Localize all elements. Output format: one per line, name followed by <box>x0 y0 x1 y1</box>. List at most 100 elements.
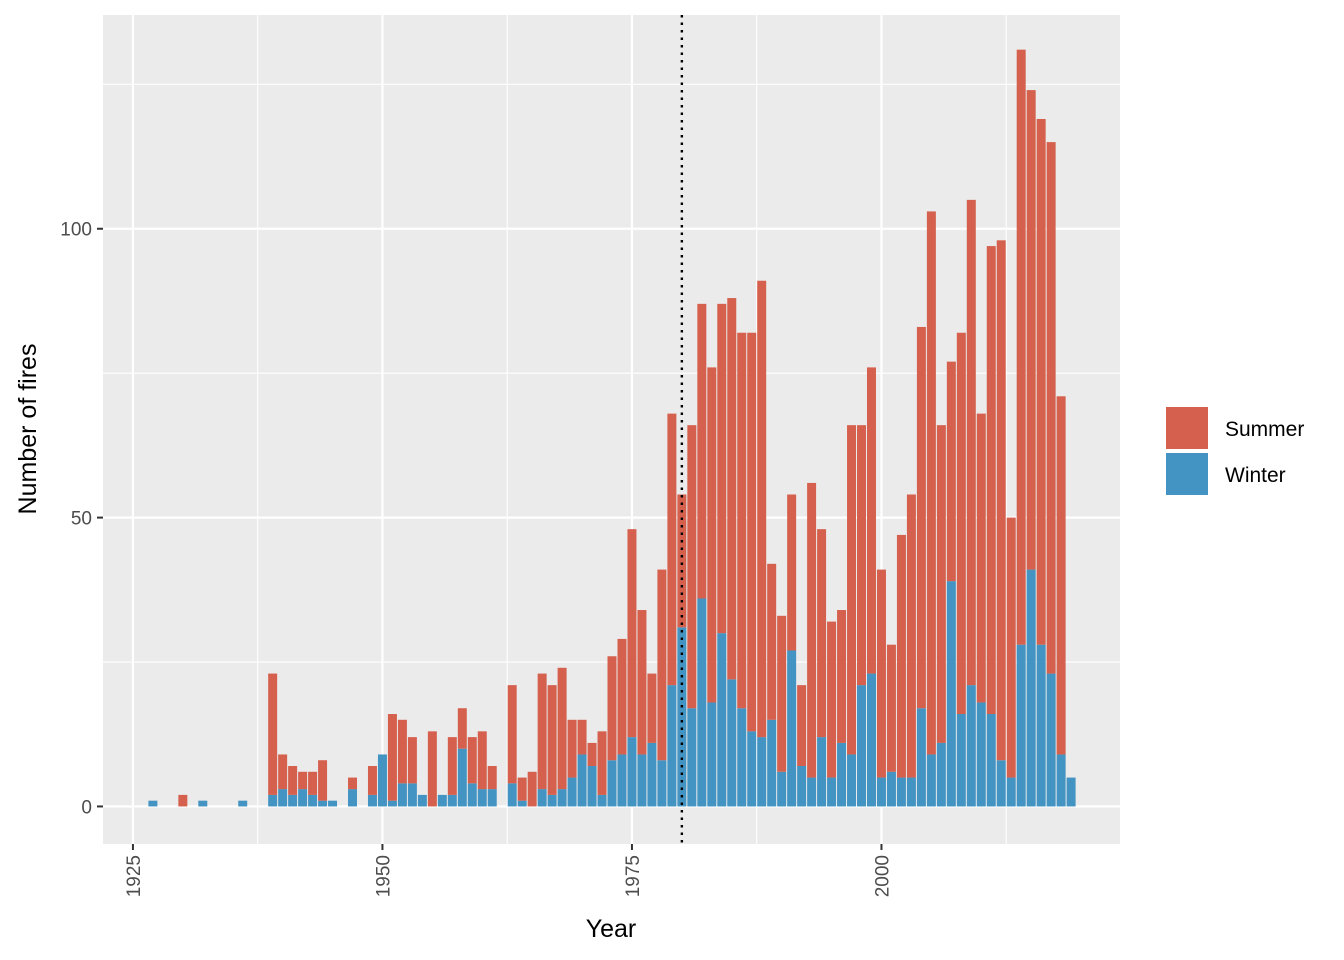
bar-summer-1970 <box>577 719 587 755</box>
bar-summer-1972 <box>597 731 607 795</box>
bar-winter-1951 <box>387 800 397 807</box>
y-axis-title: Number of fires <box>14 344 42 515</box>
bar-winter-2013 <box>1006 777 1016 807</box>
bar-summer-1991 <box>787 494 797 651</box>
y-tick-label: 50 <box>71 509 92 530</box>
bar-winter-1976 <box>637 754 647 807</box>
bar-winter-1953 <box>407 783 417 807</box>
bar-winter-1974 <box>617 754 627 807</box>
bar-winter-1988 <box>757 737 767 807</box>
bar-summer-2013 <box>1006 517 1016 778</box>
bar-winter-1978 <box>657 760 667 807</box>
bar-summer-2011 <box>986 246 996 715</box>
bar-summer-1988 <box>757 280 767 738</box>
bar-summer-2014 <box>1016 49 1026 645</box>
bar-winter-1996 <box>837 742 847 807</box>
bar-winter-1970 <box>577 754 587 807</box>
bar-summer-1955 <box>427 731 437 807</box>
bar-summer-1949 <box>367 766 377 795</box>
bar-winter-1968 <box>557 789 567 807</box>
bar-winter-2004 <box>916 708 926 807</box>
bar-summer-1998 <box>857 425 866 686</box>
bar-summer-1965 <box>527 771 537 807</box>
bar-winter-2012 <box>996 760 1006 807</box>
bar-winter-1954 <box>417 794 427 807</box>
bar-summer-1997 <box>847 425 857 755</box>
x-axis-title: Year <box>586 915 637 943</box>
bar-summer-2017 <box>1046 142 1056 674</box>
bar-winter-1957 <box>447 794 457 807</box>
bar-summer-1967 <box>547 685 557 795</box>
bar-summer-2009 <box>966 199 976 686</box>
bar-winter-1927 <box>148 800 158 807</box>
bar-summer-1984 <box>717 303 727 634</box>
bar-winter-1975 <box>627 737 637 807</box>
bar-summer-1943 <box>308 771 318 795</box>
bar-summer-2005 <box>926 211 936 755</box>
bar-winter-1993 <box>807 777 817 807</box>
bar-winter-2005 <box>926 754 936 807</box>
legend-label-summer: Summer <box>1225 418 1304 441</box>
bar-summer-1961 <box>487 766 497 790</box>
bar-summer-2004 <box>916 326 926 709</box>
bar-summer-1982 <box>697 303 707 599</box>
axes: 0 50 100 1925 1950 1975 2000 <box>60 220 893 898</box>
bar-winter-1943 <box>308 794 318 807</box>
bars <box>148 49 1076 807</box>
bar-summer-1999 <box>866 367 876 674</box>
bar-summer-1974 <box>617 638 627 755</box>
bar-winter-2016 <box>1036 644 1046 807</box>
bar-summer-1960 <box>477 731 487 790</box>
bar-summer-1995 <box>827 621 837 778</box>
bar-winter-2007 <box>946 581 956 807</box>
bar-winter-1977 <box>647 742 657 807</box>
bar-winter-1972 <box>597 794 607 807</box>
bar-summer-2010 <box>976 413 986 703</box>
bar-summer-2018 <box>1056 396 1066 755</box>
x-tick-label: 1975 <box>623 855 644 897</box>
bar-summer-1981 <box>687 425 697 709</box>
bar-summer-1940 <box>278 754 288 790</box>
bar-summer-2002 <box>896 534 906 778</box>
bar-summer-1944 <box>318 760 328 801</box>
bar-winter-1982 <box>697 598 707 807</box>
bar-winter-2014 <box>1016 644 1026 807</box>
bar-summer-2008 <box>956 332 966 715</box>
legend-label-winter: Winter <box>1225 464 1286 487</box>
bar-summer-1973 <box>607 656 617 761</box>
bar-summer-1975 <box>627 529 637 738</box>
bar-summer-2006 <box>936 425 946 743</box>
bar-winter-1961 <box>487 789 497 807</box>
bar-summer-1942 <box>298 771 308 790</box>
bar-winter-1941 <box>288 794 298 807</box>
bar-winter-1981 <box>687 708 697 807</box>
bar-winter-2011 <box>986 714 996 807</box>
bar-winter-2018 <box>1056 754 1066 807</box>
bar-summer-1964 <box>517 777 527 801</box>
bar-winter-1971 <box>587 766 597 807</box>
bar-summer-1976 <box>637 610 647 755</box>
bar-summer-1939 <box>268 673 278 795</box>
bar-summer-1971 <box>587 742 597 767</box>
bar-summer-2001 <box>886 644 896 772</box>
bar-summer-1990 <box>777 615 787 772</box>
bar-winter-2019 <box>1066 777 1076 807</box>
bar-summer-1979 <box>667 413 677 686</box>
bar-summer-1952 <box>397 719 407 784</box>
bar-summer-1987 <box>747 332 757 732</box>
bar-winter-1932 <box>198 800 208 807</box>
x-tick-label: 1950 <box>373 855 394 897</box>
x-tick-label: 2000 <box>872 855 893 897</box>
bar-summer-1941 <box>288 766 298 795</box>
bar-winter-1936 <box>238 800 248 807</box>
bar-winter-1945 <box>328 800 338 807</box>
bar-summer-1983 <box>707 367 717 703</box>
bar-winter-1952 <box>397 783 407 807</box>
bar-winter-1995 <box>827 777 837 807</box>
bar-summer-1985 <box>727 298 737 680</box>
x-tick-label: 1925 <box>124 855 145 897</box>
bar-winter-1939 <box>268 794 278 807</box>
bar-winter-2008 <box>956 714 966 807</box>
bar-winter-2001 <box>886 771 896 807</box>
